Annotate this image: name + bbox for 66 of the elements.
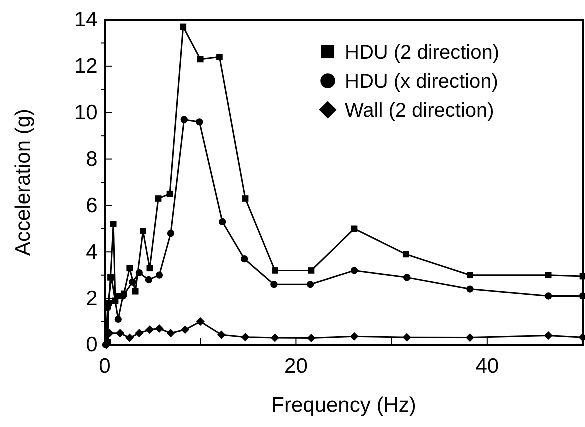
point <box>135 329 144 338</box>
point <box>241 333 250 342</box>
legend-label: Wall (2 direction) <box>345 100 494 122</box>
point <box>544 331 553 340</box>
point <box>272 268 278 274</box>
point <box>110 221 117 228</box>
point <box>242 196 249 202</box>
point <box>136 269 143 277</box>
point <box>216 54 223 60</box>
point <box>219 218 226 226</box>
point <box>545 292 552 300</box>
point <box>156 272 164 279</box>
point <box>155 324 164 334</box>
point <box>308 268 315 274</box>
point <box>402 333 412 342</box>
point <box>270 281 278 288</box>
point <box>466 334 474 342</box>
point <box>197 56 204 63</box>
y-tick-label: 4 <box>86 240 98 264</box>
point <box>116 329 125 338</box>
point <box>466 286 474 293</box>
x-tick-label: 20 <box>284 355 308 378</box>
point <box>126 334 134 342</box>
point <box>196 118 204 126</box>
point <box>241 256 248 263</box>
y-tick-label: 8 <box>86 148 98 172</box>
point <box>126 265 134 272</box>
y-tick-label: 0 <box>86 334 98 357</box>
y-tick-label: 6 <box>86 194 98 218</box>
point <box>467 272 474 279</box>
point <box>306 281 314 288</box>
point <box>402 251 410 258</box>
point <box>146 265 154 272</box>
y-axis-title: Acceleration (g) <box>12 108 35 256</box>
point <box>351 226 358 232</box>
point <box>181 326 190 334</box>
point <box>217 330 226 340</box>
point <box>146 326 154 334</box>
point <box>350 267 358 274</box>
point <box>167 230 175 238</box>
legend-label: HDU (2 direction) <box>345 42 500 64</box>
y-tick-label: 10 <box>74 102 98 125</box>
point <box>404 274 411 282</box>
x-axis-title: Frequency (Hz) <box>272 394 416 417</box>
y-tick-label: 14 <box>74 8 98 32</box>
point <box>270 334 280 342</box>
y-tick-label: 12 <box>74 55 98 78</box>
point <box>196 318 205 326</box>
point <box>545 272 552 279</box>
point <box>145 276 153 284</box>
point <box>166 329 176 338</box>
x-tick-label: 40 <box>476 355 500 378</box>
y-tick-label: 2 <box>86 287 98 310</box>
point <box>129 278 136 286</box>
point <box>350 332 359 341</box>
point <box>180 116 188 124</box>
point <box>580 273 585 280</box>
point <box>140 228 146 234</box>
point <box>132 288 139 295</box>
point <box>166 190 174 198</box>
point <box>579 292 585 300</box>
point <box>155 196 162 202</box>
legend-label: HDU (x direction) <box>345 71 498 93</box>
point <box>180 24 187 30</box>
point <box>307 334 316 343</box>
point <box>114 316 122 324</box>
